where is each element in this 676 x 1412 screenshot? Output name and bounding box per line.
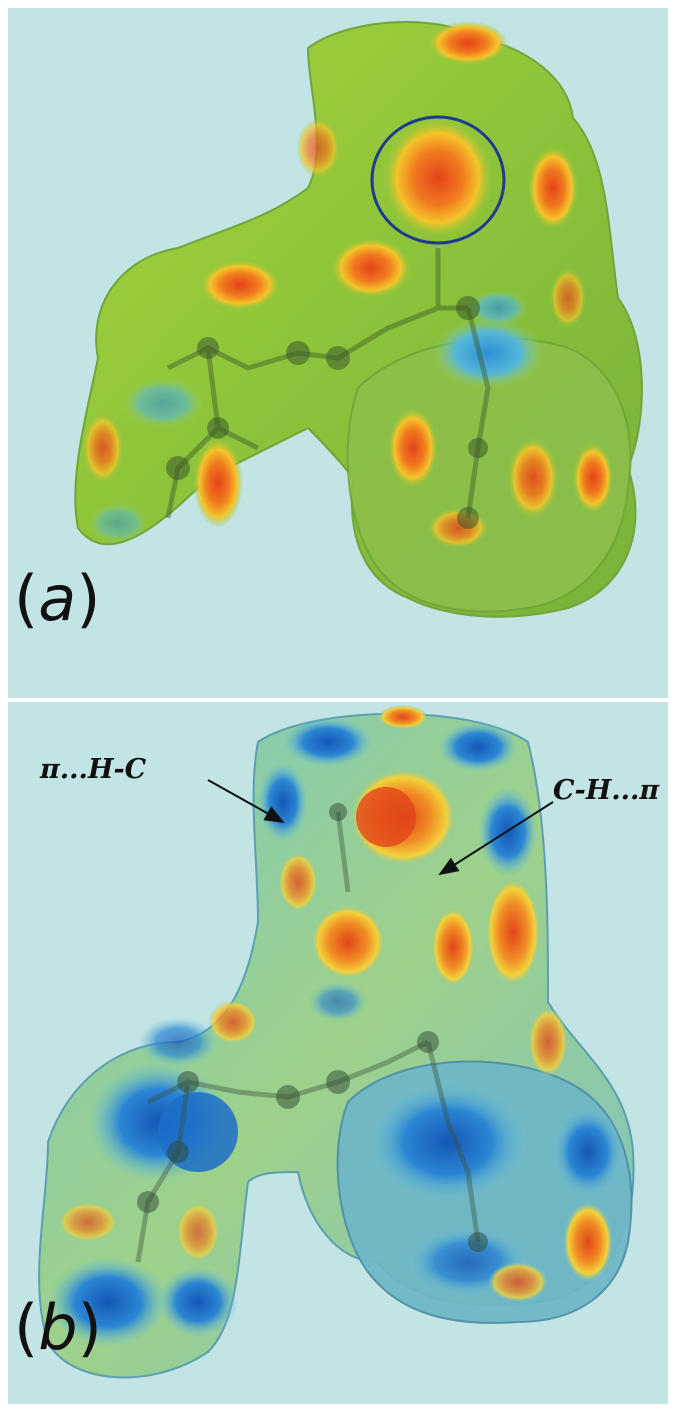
panel-label-b: (b) [14,1291,102,1364]
surface-b-image [38,705,635,1379]
annotation-c-h-pi: C-H...π [553,775,660,806]
ring-highlight-circle [370,115,506,245]
arrow-left [207,779,285,823]
annotation-pi-h-c: π...H-C [40,754,147,785]
panel-a: (a) [8,8,668,698]
panel-label-a: (a) [14,562,101,635]
panel-b: π...H-C C-H...π (b) [8,702,668,1404]
surface-a-image [74,20,643,618]
arrow-right [438,801,554,876]
